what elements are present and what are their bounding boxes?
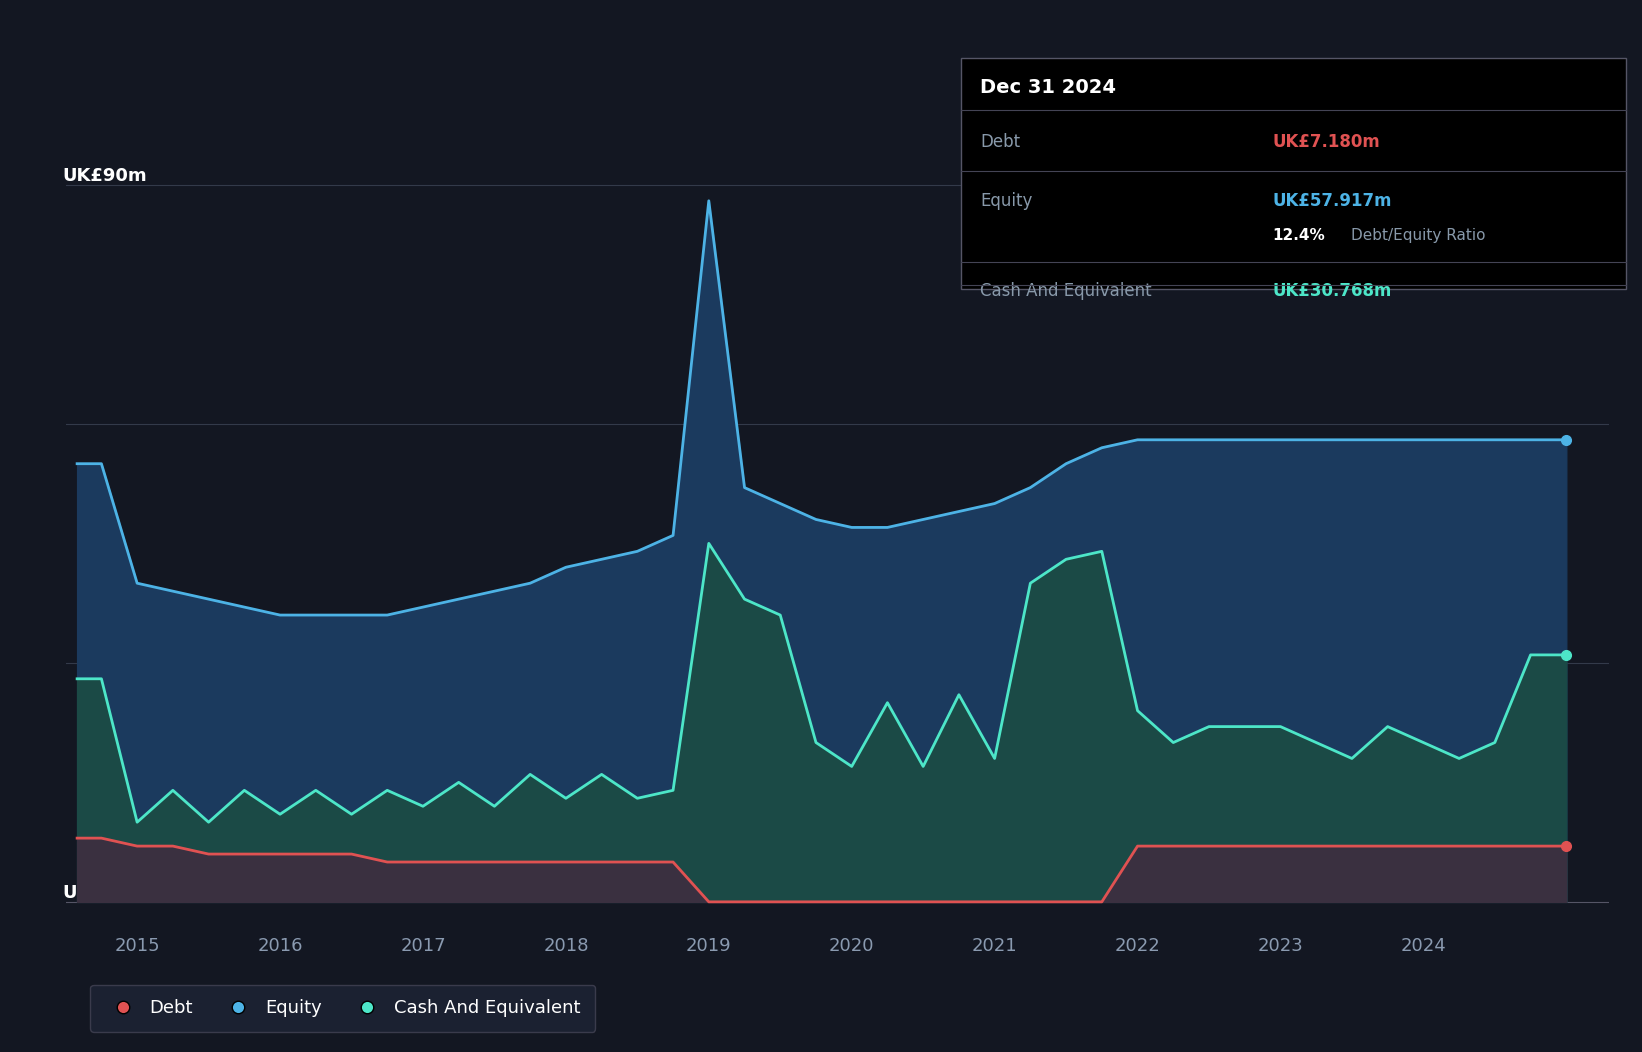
- Text: Dec 31 2024: Dec 31 2024: [980, 78, 1117, 97]
- Text: UK£0: UK£0: [62, 884, 117, 902]
- Text: Debt: Debt: [980, 133, 1020, 151]
- Text: UK£30.768m: UK£30.768m: [1273, 282, 1392, 301]
- Text: Cash And Equivalent: Cash And Equivalent: [980, 282, 1153, 301]
- Legend: Debt, Equity, Cash And Equivalent: Debt, Equity, Cash And Equivalent: [90, 985, 596, 1032]
- Text: UK£90m: UK£90m: [62, 167, 148, 185]
- Text: UK£7.180m: UK£7.180m: [1273, 133, 1381, 151]
- Text: Debt/Equity Ratio: Debt/Equity Ratio: [1351, 228, 1486, 243]
- Text: UK£57.917m: UK£57.917m: [1273, 191, 1392, 210]
- Text: 12.4%: 12.4%: [1273, 228, 1325, 243]
- Text: Equity: Equity: [980, 191, 1033, 210]
